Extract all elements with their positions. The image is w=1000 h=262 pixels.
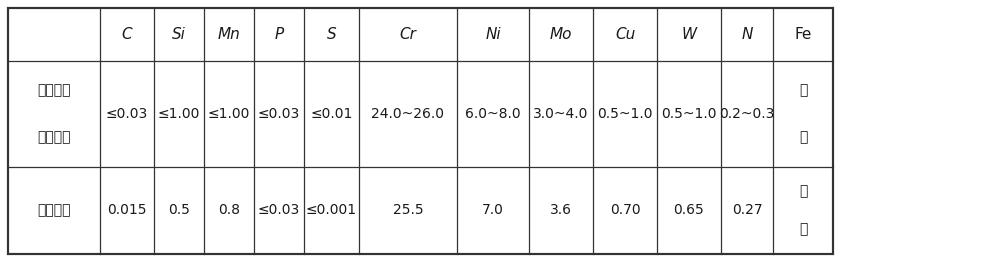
Text: 3.6: 3.6 [550, 203, 572, 217]
Bar [8, 8, 833, 254]
Text: 成分范围: 成分范围 [37, 130, 71, 144]
Text: 0.65: 0.65 [674, 203, 704, 217]
Text: Si: Si [172, 27, 186, 42]
Text: 6.0~8.0: 6.0~8.0 [465, 107, 521, 121]
Text: 0.5~1.0: 0.5~1.0 [661, 107, 717, 121]
Text: Cr: Cr [400, 27, 416, 42]
Text: ≤0.03: ≤0.03 [106, 107, 148, 121]
Text: P: P [274, 27, 284, 42]
Text: 余: 余 [799, 184, 807, 198]
Text: 标准牌号: 标准牌号 [37, 84, 71, 97]
Text: 3.0~4.0: 3.0~4.0 [533, 107, 589, 121]
Text: 0.5~1.0: 0.5~1.0 [597, 107, 653, 121]
Text: 量: 量 [799, 130, 807, 144]
Text: N: N [741, 27, 753, 42]
Text: W: W [681, 27, 697, 42]
Text: 0.015: 0.015 [107, 203, 147, 217]
Text: 量: 量 [799, 223, 807, 237]
Text: 0.27: 0.27 [732, 203, 762, 217]
Text: 0.70: 0.70 [610, 203, 640, 217]
Text: ≤0.01: ≤0.01 [310, 107, 353, 121]
Text: 7.0: 7.0 [482, 203, 504, 217]
Text: ≤0.001: ≤0.001 [306, 203, 357, 217]
Text: Mo: Mo [550, 27, 572, 42]
Text: 24.0~26.0: 24.0~26.0 [372, 107, 444, 121]
Text: ≤1.00: ≤1.00 [158, 107, 200, 121]
Text: ≤1.00: ≤1.00 [208, 107, 250, 121]
Text: ≤0.03: ≤0.03 [258, 203, 300, 217]
Text: 余: 余 [799, 84, 807, 97]
Text: 0.2~0.3: 0.2~0.3 [719, 107, 775, 121]
Text: Fe: Fe [794, 27, 812, 42]
Text: S: S [327, 27, 336, 42]
Text: 0.5: 0.5 [168, 203, 190, 217]
Text: 目标成分: 目标成分 [37, 203, 71, 217]
Text: Cu: Cu [615, 27, 635, 42]
Text: Mn: Mn [218, 27, 240, 42]
Text: Ni: Ni [485, 27, 501, 42]
Text: ≤0.03: ≤0.03 [258, 107, 300, 121]
Text: C: C [122, 27, 132, 42]
Text: 25.5: 25.5 [393, 203, 423, 217]
Text: 0.8: 0.8 [218, 203, 240, 217]
